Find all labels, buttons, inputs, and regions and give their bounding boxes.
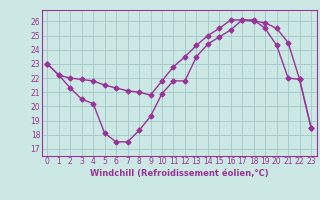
X-axis label: Windchill (Refroidissement éolien,°C): Windchill (Refroidissement éolien,°C) (90, 169, 268, 178)
